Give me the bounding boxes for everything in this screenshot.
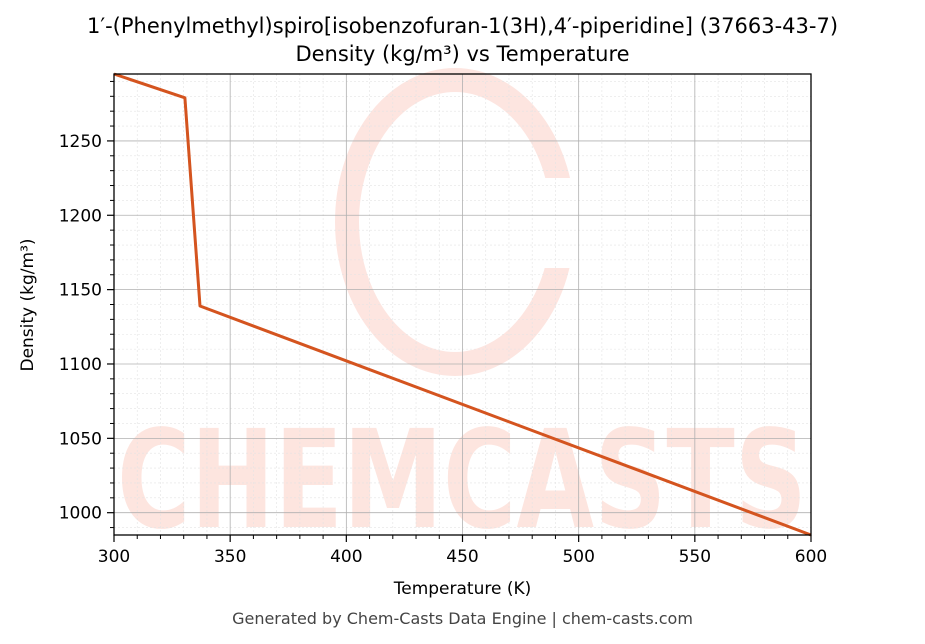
x-tick-label: 500 bbox=[562, 547, 594, 567]
y-tick-label: 1000 bbox=[59, 504, 102, 524]
density-series-line bbox=[113, 72, 812, 537]
x-tick-label: 600 bbox=[795, 547, 827, 567]
y-tick-label: 1250 bbox=[59, 132, 102, 152]
watermark-ring-gap bbox=[522, 178, 582, 268]
chart-title: 1′-(Phenylmethyl)spiro[isobenzofuran-1(3… bbox=[87, 14, 838, 38]
x-axis-label: Temperature (K) bbox=[393, 579, 532, 599]
footer-credit: Generated by Chem-Casts Data Engine | ch… bbox=[232, 609, 693, 628]
x-axis: 300 350 400 450 500 550 600 bbox=[98, 535, 827, 567]
x-tick-label: 550 bbox=[679, 547, 711, 567]
y-axis-label: Density (kg/m³) bbox=[18, 238, 38, 371]
x-tick-label: 450 bbox=[446, 547, 478, 567]
y-tick-label: 1150 bbox=[59, 281, 102, 301]
y-tick-label: 1200 bbox=[59, 206, 102, 226]
x-tick-label: 350 bbox=[214, 547, 246, 567]
x-tick-label: 400 bbox=[330, 547, 362, 567]
x-tick-label: 300 bbox=[98, 547, 130, 567]
chart-subtitle: Density (kg/m³) vs Temperature bbox=[295, 42, 629, 66]
series-layer bbox=[113, 72, 812, 537]
y-tick-label: 1050 bbox=[59, 429, 102, 449]
chemcasts-watermark: CHEMCASTS bbox=[117, 68, 807, 560]
watermark-text: CHEMCASTS bbox=[117, 402, 807, 560]
y-tick-label: 1100 bbox=[59, 355, 102, 375]
y-axis: 1000 1050 1100 1150 1200 1250 bbox=[59, 80, 114, 529]
